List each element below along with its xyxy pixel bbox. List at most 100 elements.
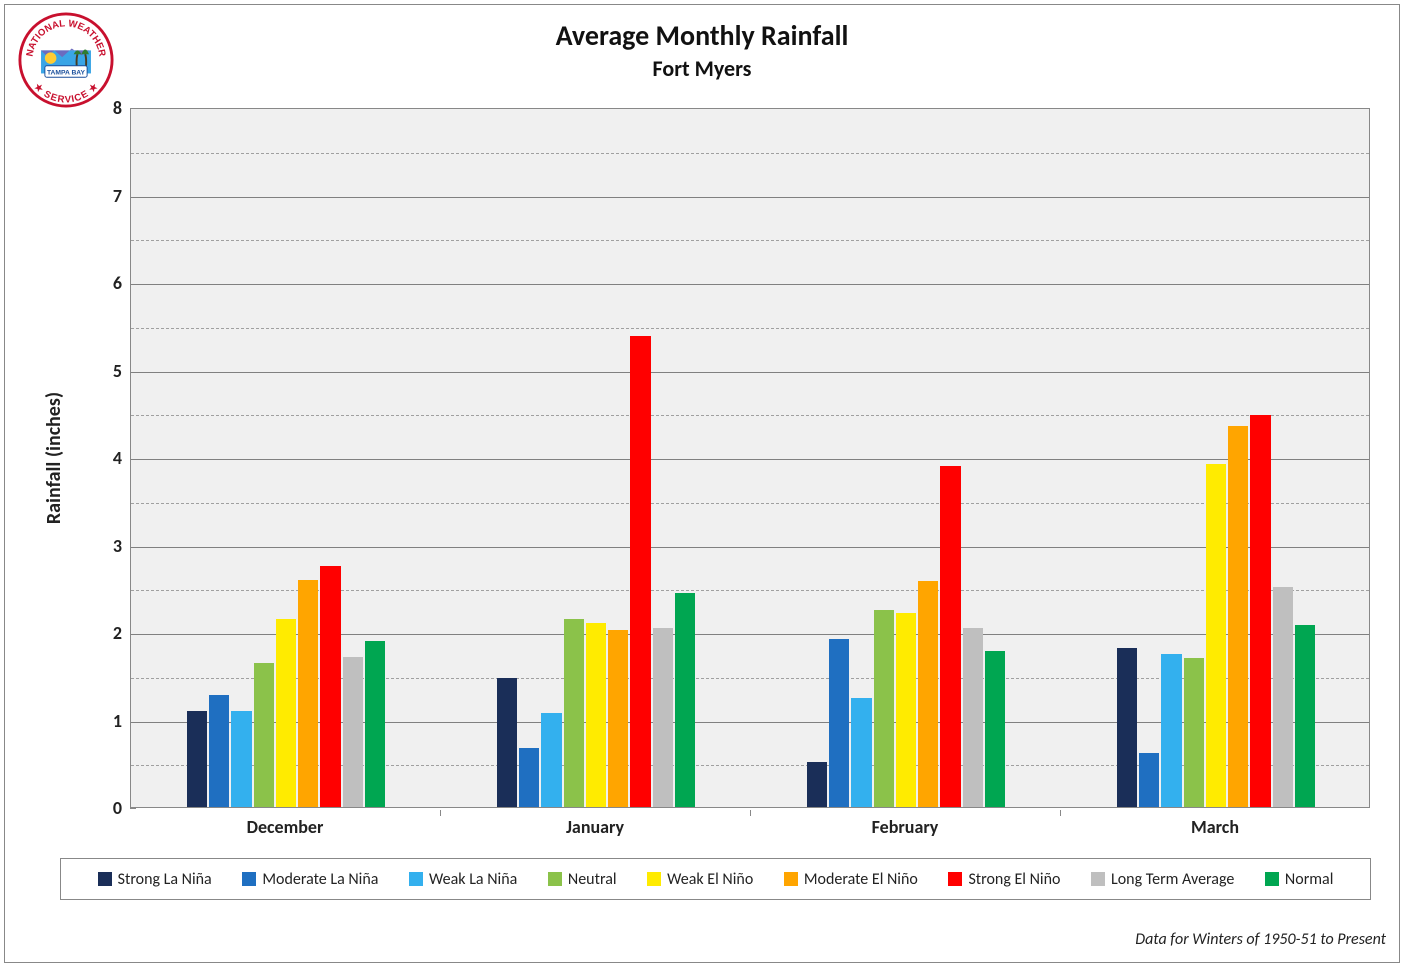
bar-long_term_avg bbox=[343, 657, 363, 808]
bar-moderate_el_nino bbox=[298, 580, 318, 808]
bar-neutral bbox=[874, 610, 894, 807]
bar-strong_la_nina bbox=[1117, 648, 1137, 807]
ytick-label: 6 bbox=[82, 272, 122, 294]
chart-title: Average Monthly Rainfall bbox=[0, 18, 1404, 53]
legend-item-moderate_la_nina: Moderate La Niña bbox=[242, 870, 378, 889]
legend-item-weak_la_nina: Weak La Niña bbox=[409, 870, 517, 889]
ytick-label: 5 bbox=[82, 360, 122, 382]
bar-strong_la_nina bbox=[497, 678, 517, 808]
bar-moderate_el_nino bbox=[918, 581, 938, 807]
bar-strong_el_nino bbox=[320, 566, 340, 807]
legend-swatch bbox=[1265, 872, 1279, 886]
gridline-minor bbox=[131, 415, 1369, 416]
y-axis-label: Rainfall (inches) bbox=[42, 392, 66, 524]
legend-label: Strong El Niño bbox=[968, 870, 1060, 889]
bar-strong_la_nina bbox=[807, 762, 827, 808]
legend-swatch bbox=[948, 872, 962, 886]
gridline-minor bbox=[131, 503, 1369, 504]
legend-item-neutral: Neutral bbox=[548, 870, 617, 889]
bar-strong_la_nina bbox=[187, 711, 207, 807]
chart-subtitle: Fort Myers bbox=[0, 55, 1404, 82]
xtick-label: February bbox=[872, 816, 939, 838]
xtick-mark bbox=[750, 810, 751, 816]
legend-item-strong_el_nino: Strong El Niño bbox=[948, 870, 1060, 889]
legend-label: Normal bbox=[1285, 870, 1333, 889]
bar-long_term_avg bbox=[963, 628, 983, 807]
legend-label: Weak El Niño bbox=[667, 870, 753, 889]
xtick-label: December bbox=[247, 816, 324, 838]
bar-weak_la_nina bbox=[1161, 654, 1181, 807]
legend-swatch bbox=[1091, 872, 1105, 886]
legend-swatch bbox=[409, 872, 423, 886]
bar-neutral bbox=[1184, 658, 1204, 807]
data-source-note: Data for Winters of 1950-51 to Present bbox=[1135, 930, 1386, 949]
bar-weak_la_nina bbox=[541, 713, 561, 808]
legend-label: Moderate La Niña bbox=[262, 870, 378, 889]
gridline-major bbox=[131, 547, 1369, 548]
bar-weak_el_nino bbox=[276, 619, 296, 807]
bar-neutral bbox=[564, 619, 584, 807]
ytick-label: 3 bbox=[82, 535, 122, 557]
bar-strong_el_nino bbox=[630, 336, 650, 807]
legend-item-long_term_avg: Long Term Average bbox=[1091, 870, 1234, 889]
gridline-minor bbox=[131, 328, 1369, 329]
bar-long_term_avg bbox=[653, 628, 673, 807]
legend-label: Weak La Niña bbox=[429, 870, 517, 889]
legend-label: Strong La Niña bbox=[118, 870, 212, 889]
legend-label: Neutral bbox=[568, 870, 617, 889]
legend-swatch bbox=[647, 872, 661, 886]
bar-weak_el_nino bbox=[1206, 464, 1226, 807]
gridline-minor bbox=[131, 240, 1369, 241]
y-axis-label-wrap: Rainfall (inches) bbox=[34, 108, 74, 808]
legend-label: Long Term Average bbox=[1111, 870, 1234, 889]
bar-normal bbox=[985, 651, 1005, 807]
legend-item-weak_el_nino: Weak El Niño bbox=[647, 870, 753, 889]
ytick-label: 0 bbox=[82, 797, 122, 819]
legend-swatch bbox=[242, 872, 256, 886]
legend-swatch bbox=[784, 872, 798, 886]
legend-swatch bbox=[548, 872, 562, 886]
bar-moderate_la_nina bbox=[209, 695, 229, 807]
xtick-mark bbox=[1060, 810, 1061, 816]
bar-long_term_avg bbox=[1273, 587, 1293, 808]
ytick-label: 4 bbox=[82, 447, 122, 469]
ytick-label: 2 bbox=[82, 622, 122, 644]
legend-item-strong_la_nina: Strong La Niña bbox=[98, 870, 212, 889]
legend-item-moderate_el_nino: Moderate El Niño bbox=[784, 870, 918, 889]
bar-weak_el_nino bbox=[896, 613, 916, 807]
gridline-major bbox=[131, 372, 1369, 373]
legend: Strong La Niña Moderate La Niña Weak La Ni… bbox=[60, 858, 1371, 900]
gridline-major bbox=[131, 197, 1369, 198]
bar-strong_el_nino bbox=[940, 466, 960, 807]
legend-swatch bbox=[98, 872, 112, 886]
bar-moderate_el_nino bbox=[608, 630, 628, 807]
bar-strong_el_nino bbox=[1250, 415, 1270, 807]
gridline-minor bbox=[131, 153, 1369, 154]
bar-weak_la_nina bbox=[851, 698, 871, 807]
bar-moderate_la_nina bbox=[1139, 753, 1159, 807]
bar-neutral bbox=[254, 663, 274, 807]
ytick-label: 8 bbox=[82, 97, 122, 119]
ytick-label: 7 bbox=[82, 185, 122, 207]
legend-label: Moderate El Niño bbox=[804, 870, 918, 889]
legend-item-normal: Normal bbox=[1265, 870, 1333, 889]
bar-moderate_el_nino bbox=[1228, 426, 1248, 807]
bar-normal bbox=[675, 593, 695, 807]
xtick-mark bbox=[440, 810, 441, 816]
ytick-mark bbox=[130, 808, 136, 809]
x-axis-ticks: December January February March bbox=[130, 810, 1370, 840]
gridline-major bbox=[131, 459, 1369, 460]
bar-normal bbox=[1295, 625, 1315, 807]
y-axis-ticks: 012345678 bbox=[80, 108, 130, 808]
bar-moderate_la_nina bbox=[829, 639, 849, 807]
xtick-label: January bbox=[566, 816, 624, 838]
bar-moderate_la_nina bbox=[519, 748, 539, 808]
plot-area bbox=[130, 108, 1370, 808]
chart-title-block: Average Monthly Rainfall Fort Myers bbox=[0, 18, 1404, 82]
gridline-major bbox=[131, 284, 1369, 285]
xtick-label: March bbox=[1191, 816, 1239, 838]
bar-weak_el_nino bbox=[586, 623, 606, 807]
bar-normal bbox=[365, 641, 385, 807]
bar-weak_la_nina bbox=[231, 711, 251, 807]
ytick-label: 1 bbox=[82, 710, 122, 732]
